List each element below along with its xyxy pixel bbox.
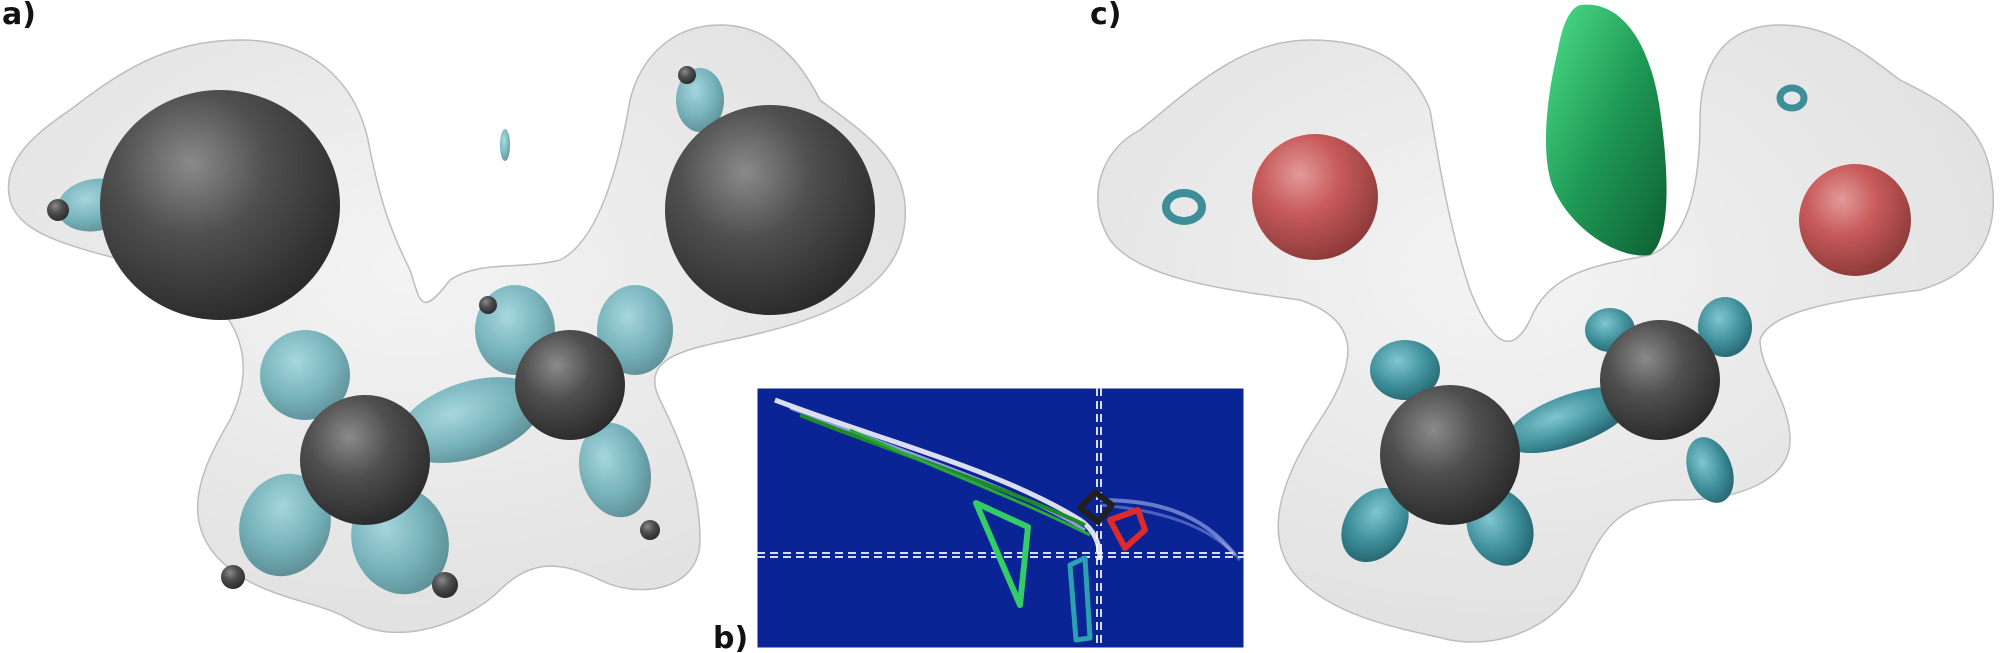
panel-b: b) (713, 387, 1245, 653)
panel-a-lobe (597, 285, 673, 375)
panel-c-lobe (1341, 487, 1409, 563)
panel-c-lobe (1686, 437, 1734, 503)
panel-c-cyan-ring (1162, 189, 1206, 225)
panel-a-lobe (676, 68, 724, 132)
panel-c-lobe (1370, 340, 1440, 400)
panel-b-green-outline (973, 500, 1031, 608)
panel-b-label: b) (713, 621, 748, 653)
panel-b-white-curve (1099, 503, 1242, 561)
panel-a-lobe (397, 377, 543, 463)
panel-a-hydrogen (432, 572, 458, 598)
panel-c-cyan-ring (1776, 84, 1808, 112)
panel-b-dark-outline (1077, 489, 1115, 525)
panel-a-hydrogen (221, 565, 245, 589)
panel-c-red-atom (1252, 134, 1378, 260)
panel-b-green-curve (799, 413, 1086, 527)
panel-b-white-curve (774, 397, 1103, 561)
panel-b-curves (774, 397, 1242, 561)
panel-b-white-curve (1099, 498, 1237, 557)
panel-b-teal-outline (1067, 555, 1093, 643)
panel-a: a) (2, 0, 906, 634)
panel-a-lobe (260, 330, 350, 420)
panel-a-lobe (500, 129, 510, 161)
panel-a-lobe (239, 473, 331, 577)
panel-a-large-atom (665, 105, 875, 315)
panel-c-red-atom (1799, 164, 1911, 276)
panel-c-lobe (1698, 297, 1752, 357)
panel-c-lobe (1505, 386, 1635, 454)
panel-a-lobe (578, 422, 652, 518)
panel-a-label: a) (2, 0, 36, 32)
panel-b-red-outline (1107, 507, 1148, 551)
panel-c-carbon-atom (1600, 320, 1720, 440)
panel-a-large-atom (100, 90, 340, 320)
panel-a-carbon-atom (300, 395, 430, 525)
panel-b-green-curve (849, 428, 1091, 537)
panel-c-green-lobe (1545, 4, 1667, 256)
panel-c-carbon-atom (1380, 385, 1520, 525)
panel-a-hydrogen (47, 199, 69, 221)
panel-a-hydrogen (678, 66, 696, 84)
panel-c-label: c) (1090, 0, 1122, 32)
panel-a-carbon-atom (515, 330, 625, 440)
panel-a-hydrogen (640, 520, 660, 540)
panel-c: c) (1090, 0, 1995, 643)
panel-a-hydrogen (479, 296, 497, 314)
panel-c-lobes (1341, 297, 1752, 566)
panel-a-hydrogens (47, 66, 696, 598)
